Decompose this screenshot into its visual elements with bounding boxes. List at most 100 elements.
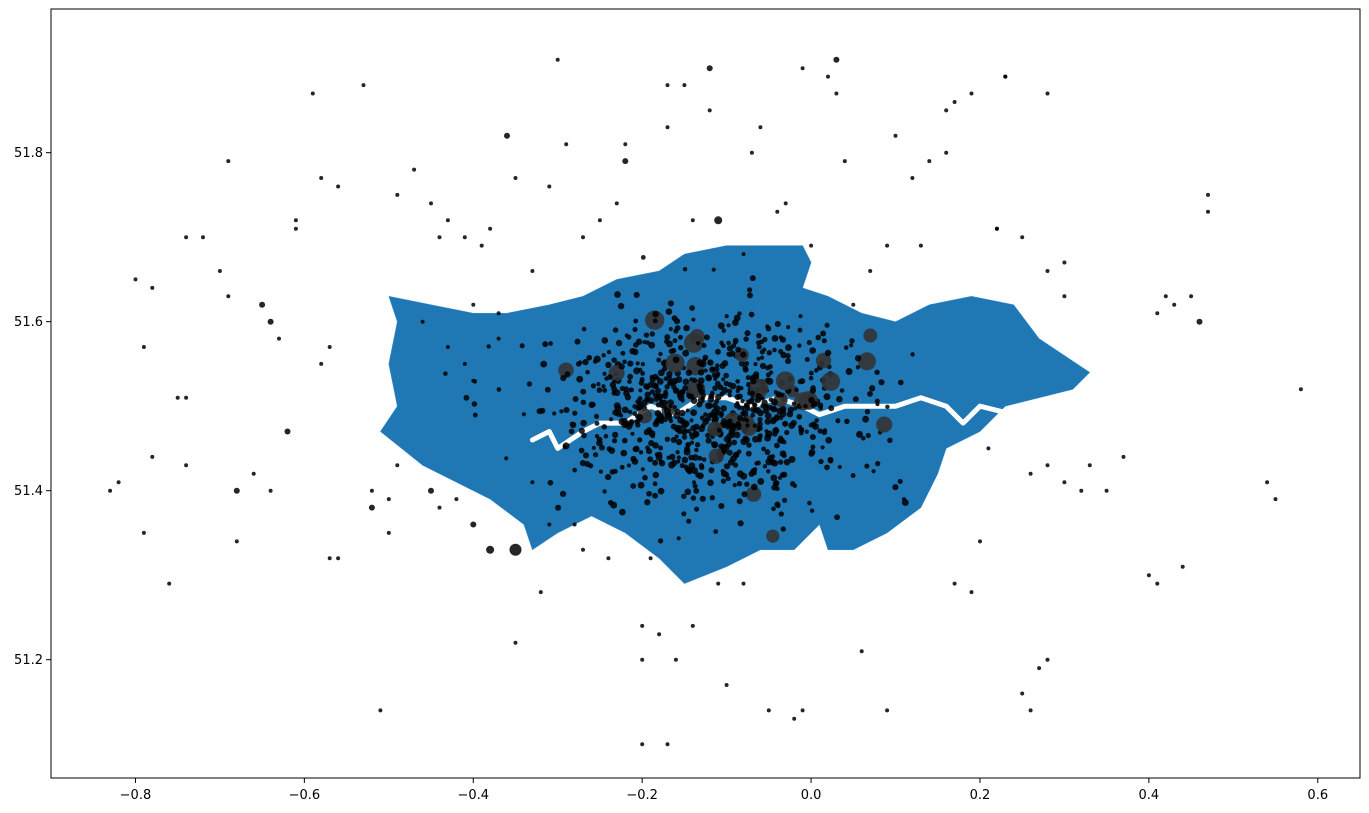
data-point xyxy=(552,411,557,416)
data-point xyxy=(764,418,771,425)
data-point xyxy=(576,375,584,383)
data-point xyxy=(786,411,794,418)
data-point xyxy=(715,348,721,355)
data-point xyxy=(691,480,697,485)
data-point xyxy=(745,423,750,428)
data-point xyxy=(684,445,691,453)
data-point xyxy=(667,415,673,421)
data-point xyxy=(643,429,650,436)
data-point xyxy=(679,409,686,417)
data-point xyxy=(217,269,222,273)
data-point xyxy=(626,463,631,468)
data-point xyxy=(632,446,639,453)
data-point xyxy=(676,425,683,431)
data-point xyxy=(827,456,834,463)
data-point xyxy=(748,470,755,477)
data-point xyxy=(778,511,784,517)
data-point xyxy=(705,432,711,439)
data-point xyxy=(677,416,684,424)
data-point xyxy=(712,402,718,409)
data-point xyxy=(762,464,768,469)
data-point xyxy=(622,359,627,365)
data-point xyxy=(486,344,491,349)
data-point xyxy=(614,291,621,298)
data-point xyxy=(649,331,656,337)
data-point xyxy=(726,323,731,328)
data-point xyxy=(737,311,742,316)
data-point xyxy=(709,495,715,501)
data-point xyxy=(689,305,695,311)
data-point xyxy=(621,437,628,444)
data-point xyxy=(1062,480,1067,485)
x-tick-label: −0.2 xyxy=(626,788,658,803)
data-point xyxy=(658,351,663,357)
data-point xyxy=(1180,564,1185,569)
data-point xyxy=(745,375,751,381)
data-point xyxy=(652,471,660,479)
data-point xyxy=(668,403,673,409)
data-point xyxy=(718,502,725,510)
data-point xyxy=(743,402,750,409)
data-point xyxy=(681,422,688,429)
data-point xyxy=(656,357,662,363)
data-point xyxy=(582,358,589,366)
data-point xyxy=(670,436,677,444)
data-point xyxy=(108,488,113,493)
data-point xyxy=(167,581,172,586)
data-point xyxy=(673,412,681,419)
data-point xyxy=(691,317,696,322)
data-point xyxy=(680,398,685,403)
data-point xyxy=(765,325,772,332)
data-point xyxy=(454,497,459,502)
data-point xyxy=(774,320,781,328)
data-point xyxy=(596,381,601,387)
data-point xyxy=(711,441,719,449)
data-point xyxy=(640,742,645,747)
data-point xyxy=(620,449,628,457)
data-point xyxy=(585,369,590,375)
data-point xyxy=(633,318,639,324)
data-point xyxy=(319,361,324,366)
data-point xyxy=(519,343,525,349)
data-point xyxy=(1206,209,1210,214)
data-point xyxy=(860,435,866,441)
data-point xyxy=(572,522,577,527)
data-point xyxy=(808,396,815,404)
data-point xyxy=(665,83,670,88)
data-point xyxy=(812,423,819,430)
data-point xyxy=(862,415,870,423)
data-point xyxy=(668,348,675,354)
data-point xyxy=(810,444,816,450)
data-point xyxy=(783,458,791,466)
data-point xyxy=(633,291,640,298)
data-point xyxy=(815,334,822,341)
data-point xyxy=(869,385,876,392)
data-point xyxy=(707,108,712,113)
data-point xyxy=(1003,74,1008,79)
data-point xyxy=(910,352,915,357)
data-point xyxy=(779,472,786,478)
data-point xyxy=(694,506,700,512)
data-point xyxy=(978,539,982,544)
data-point xyxy=(994,226,999,231)
data-point xyxy=(741,409,746,414)
data-point xyxy=(652,420,660,428)
data-point xyxy=(747,292,753,299)
data-point xyxy=(864,463,870,469)
data-point xyxy=(675,438,683,446)
data-point xyxy=(740,405,745,411)
data-point xyxy=(720,405,727,412)
data-point xyxy=(631,458,639,465)
data-point xyxy=(617,302,625,310)
data-point xyxy=(648,341,656,349)
data-point xyxy=(559,409,564,414)
data-point xyxy=(547,522,552,527)
data-point xyxy=(488,226,493,231)
data-point xyxy=(744,361,750,366)
data-point xyxy=(705,437,712,444)
data-point xyxy=(504,456,509,461)
data-point xyxy=(526,381,533,387)
data-point xyxy=(774,428,780,434)
data-point xyxy=(624,333,629,338)
data-point xyxy=(749,150,754,155)
